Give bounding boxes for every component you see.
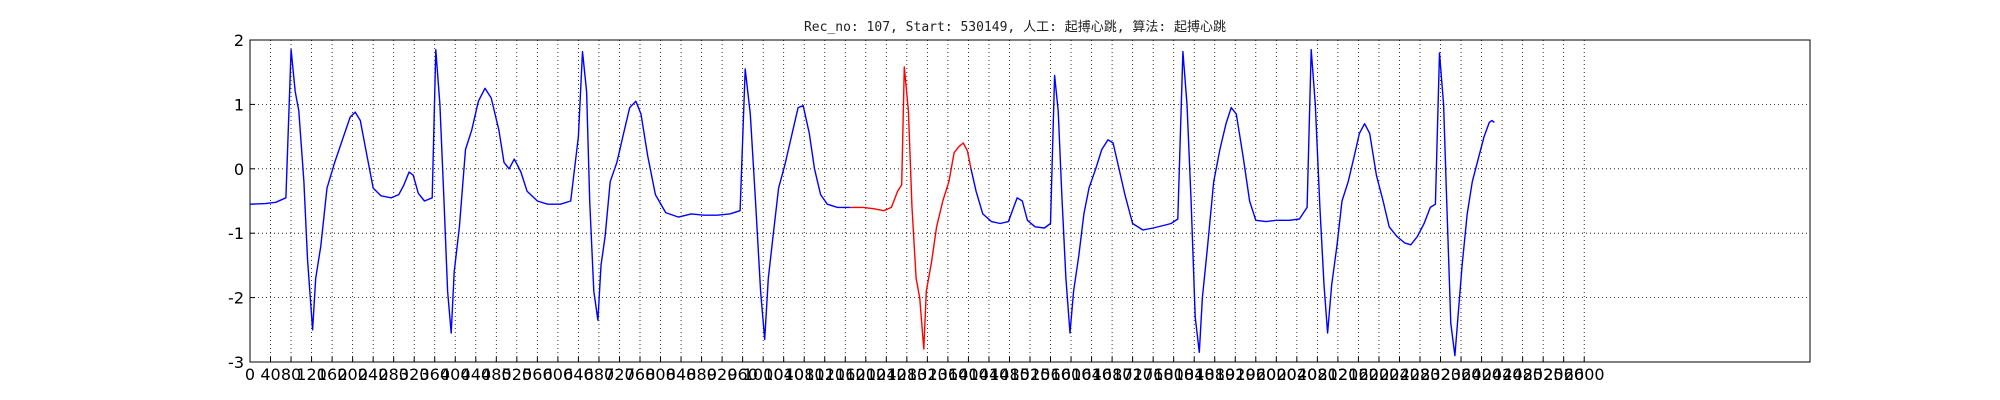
x-tick-label: 2000 (1256, 365, 1297, 384)
x-tick-label: 600 (543, 365, 574, 384)
x-tick-label: 2320 (1420, 365, 1461, 384)
x-tick-label: 1200 (845, 365, 886, 384)
series-line-1 (850, 66, 972, 350)
x-tick-label: 480 (481, 365, 512, 384)
x-tick-label: 1120 (804, 365, 845, 384)
y-tick-label: -2 (228, 289, 244, 308)
x-tick-label: 1240 (866, 365, 907, 384)
x-tick-label: 2200 (1359, 365, 1400, 384)
grid-lines (249, 39, 1810, 363)
x-tick-label: 200 (337, 365, 368, 384)
x-tick-label: 760 (625, 365, 656, 384)
x-tick-label: 1720 (1112, 365, 1153, 384)
x-tick-label: 2600 (1564, 365, 1605, 384)
x-tick-label: 240 (358, 365, 389, 384)
x-tick-label: 720 (604, 365, 635, 384)
x-tick-label: 2240 (1379, 365, 1420, 384)
x-tick-label: 1560 (1030, 365, 1071, 384)
x-tick-label: 1360 (928, 365, 969, 384)
x-tick-label: 520 (502, 365, 533, 384)
x-tick-label: 400 (440, 365, 471, 384)
x-tick-label: 1440 (969, 365, 1010, 384)
x-tick-label: 2280 (1400, 365, 1441, 384)
y-tick-label: 0 (234, 160, 244, 179)
plot-frame (249, 39, 1811, 363)
x-tick-label: 800 (645, 365, 676, 384)
x-tick-label: 1680 (1092, 365, 1133, 384)
x-tick-label: 2560 (1543, 365, 1584, 384)
x-tick-label: 1320 (907, 365, 948, 384)
x-tick-label: 2440 (1482, 365, 1523, 384)
x-tick-label: 1520 (1010, 365, 1051, 384)
chart-title: Rec_no: 107, Start: 530149, 人工: 起搏心跳, 算法… (804, 19, 1226, 35)
x-tick-label: 2120 (1318, 365, 1359, 384)
x-tick-label: 960 (727, 365, 758, 384)
x-tick-label: 1080 (784, 365, 825, 384)
x-tick-label: 320 (399, 365, 430, 384)
x-tick-label: 1760 (1133, 365, 1174, 384)
x-tick-label: 1000 (743, 365, 784, 384)
x-tick-label: 1400 (948, 365, 989, 384)
x-tick-label: 2480 (1502, 365, 1543, 384)
y-tick-label: -3 (228, 353, 244, 372)
x-tick-label: 2400 (1461, 365, 1502, 384)
x-tick-label: 1960 (1235, 365, 1276, 384)
series-line-2 (970, 49, 1495, 357)
x-tick-label: 1600 (1051, 365, 1092, 384)
x-tick-label: 1160 (825, 365, 866, 384)
x-tick-labels: 0 40 8012016020024028032036040044048052056… (245, 365, 1605, 384)
x-tick-label: 2360 (1441, 365, 1482, 384)
x-tick-label: 880 (686, 365, 717, 384)
x-tick-label: 1480 (989, 365, 1030, 384)
x-tick-label: 1880 (1194, 365, 1235, 384)
x-tick-label: 840 (666, 365, 697, 384)
y-tick-label: 2 (234, 31, 244, 50)
y-tick-label: -1 (228, 224, 244, 243)
x-tick-label: 80 (281, 365, 301, 384)
x-tick-label: 2160 (1338, 365, 1379, 384)
x-tick-label: 1040 (763, 365, 804, 384)
x-tick-label: 2040 (1276, 365, 1317, 384)
x-tick-label: 1280 (886, 365, 927, 384)
x-tick-label: 560 (522, 365, 553, 384)
x-tick-label: 2520 (1523, 365, 1564, 384)
x-tick-label: 0 (245, 365, 255, 384)
x-tick-label: 40 (260, 365, 280, 384)
x-tick-label: 120 (296, 365, 327, 384)
x-tick-label: 1800 (1153, 365, 1194, 384)
y-tick-labels: -3 -2 -1 0 1 2 (228, 31, 244, 372)
x-tick-label: 1920 (1215, 365, 1256, 384)
x-tick-label: 640 (563, 365, 594, 384)
x-tick-label: 280 (378, 365, 409, 384)
x-tick-label: 680 (584, 365, 615, 384)
x-tick-label: 2080 (1297, 365, 1338, 384)
x-tick-label: 1840 (1174, 365, 1215, 384)
series-lines (249, 49, 1495, 357)
x-tick-label: 1640 (1071, 365, 1112, 384)
x-tick-label: 160 (317, 365, 348, 384)
series-line-0 (249, 49, 851, 341)
x-tick-label: 360 (419, 365, 450, 384)
y-tick-label: 1 (234, 95, 244, 114)
x-tick-label: 920 (707, 365, 738, 384)
x-tick-label: 440 (461, 365, 492, 384)
